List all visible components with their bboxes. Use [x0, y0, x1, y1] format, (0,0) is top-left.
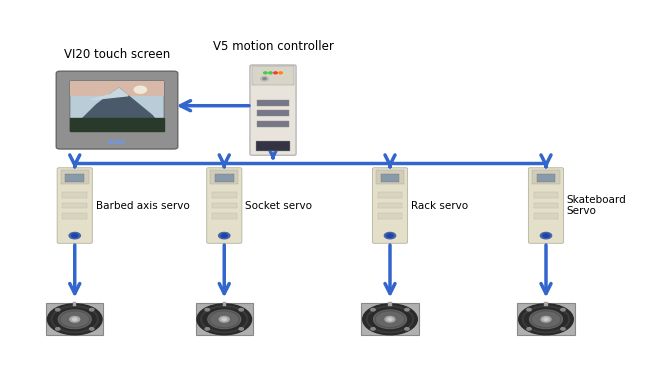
- FancyBboxPatch shape: [534, 203, 558, 208]
- Circle shape: [519, 304, 573, 335]
- Circle shape: [384, 232, 396, 239]
- Circle shape: [73, 318, 77, 320]
- FancyBboxPatch shape: [388, 302, 392, 306]
- Circle shape: [541, 316, 551, 322]
- Circle shape: [274, 72, 278, 74]
- FancyBboxPatch shape: [381, 174, 399, 182]
- FancyBboxPatch shape: [66, 174, 84, 182]
- Circle shape: [279, 72, 282, 74]
- FancyBboxPatch shape: [372, 168, 408, 243]
- FancyBboxPatch shape: [517, 303, 575, 335]
- Polygon shape: [70, 118, 164, 131]
- Circle shape: [263, 78, 266, 80]
- Circle shape: [269, 72, 272, 74]
- Circle shape: [239, 309, 243, 311]
- Circle shape: [90, 309, 94, 311]
- Circle shape: [264, 72, 267, 74]
- Text: Skateboard
Servo: Skateboard Servo: [567, 195, 627, 216]
- Circle shape: [374, 310, 406, 328]
- Circle shape: [208, 310, 240, 328]
- Circle shape: [58, 310, 91, 328]
- FancyBboxPatch shape: [257, 121, 289, 127]
- Circle shape: [197, 304, 252, 335]
- Circle shape: [543, 234, 549, 237]
- FancyBboxPatch shape: [212, 213, 237, 219]
- FancyBboxPatch shape: [378, 203, 402, 208]
- FancyBboxPatch shape: [212, 203, 237, 208]
- FancyBboxPatch shape: [62, 192, 87, 198]
- Text: Socket servo: Socket servo: [245, 200, 312, 211]
- FancyBboxPatch shape: [257, 110, 289, 116]
- FancyBboxPatch shape: [46, 303, 103, 335]
- FancyBboxPatch shape: [207, 168, 242, 243]
- Circle shape: [527, 309, 531, 311]
- Circle shape: [239, 328, 243, 330]
- FancyBboxPatch shape: [534, 192, 558, 198]
- FancyBboxPatch shape: [215, 174, 233, 182]
- Circle shape: [540, 232, 552, 239]
- FancyBboxPatch shape: [250, 65, 296, 155]
- Circle shape: [218, 232, 230, 239]
- FancyBboxPatch shape: [57, 168, 92, 243]
- FancyBboxPatch shape: [537, 174, 555, 182]
- FancyBboxPatch shape: [62, 213, 87, 219]
- FancyBboxPatch shape: [361, 303, 419, 335]
- Circle shape: [205, 328, 209, 330]
- Circle shape: [221, 234, 228, 237]
- Polygon shape: [91, 88, 128, 100]
- Text: V5 motion controller: V5 motion controller: [213, 40, 333, 53]
- Circle shape: [205, 309, 209, 311]
- FancyBboxPatch shape: [256, 141, 290, 152]
- Text: VI20 touch screen: VI20 touch screen: [64, 48, 170, 61]
- Circle shape: [388, 318, 392, 320]
- Circle shape: [134, 86, 146, 93]
- FancyBboxPatch shape: [56, 71, 177, 149]
- FancyBboxPatch shape: [210, 170, 239, 184]
- FancyBboxPatch shape: [532, 170, 560, 184]
- FancyBboxPatch shape: [62, 203, 87, 208]
- FancyBboxPatch shape: [70, 81, 164, 131]
- FancyBboxPatch shape: [376, 170, 404, 184]
- Circle shape: [56, 328, 60, 330]
- FancyBboxPatch shape: [534, 213, 558, 219]
- Circle shape: [405, 309, 409, 311]
- Text: Rack servo: Rack servo: [411, 200, 468, 211]
- FancyBboxPatch shape: [378, 192, 402, 198]
- FancyBboxPatch shape: [196, 303, 253, 335]
- FancyBboxPatch shape: [60, 170, 89, 184]
- FancyBboxPatch shape: [73, 302, 77, 306]
- FancyBboxPatch shape: [212, 192, 237, 198]
- FancyBboxPatch shape: [544, 302, 548, 306]
- Circle shape: [72, 234, 78, 237]
- Circle shape: [219, 316, 229, 322]
- Circle shape: [561, 309, 565, 311]
- FancyBboxPatch shape: [252, 66, 294, 86]
- Circle shape: [56, 309, 60, 311]
- Circle shape: [387, 234, 393, 237]
- Circle shape: [47, 304, 102, 335]
- Circle shape: [371, 328, 375, 330]
- FancyBboxPatch shape: [528, 168, 564, 243]
- FancyBboxPatch shape: [70, 81, 164, 96]
- FancyBboxPatch shape: [257, 99, 289, 106]
- Circle shape: [90, 328, 94, 330]
- Circle shape: [69, 232, 81, 239]
- Circle shape: [70, 316, 80, 322]
- Circle shape: [561, 328, 565, 330]
- FancyBboxPatch shape: [222, 302, 226, 306]
- Text: Barbed axis servo: Barbed axis servo: [96, 200, 189, 211]
- Circle shape: [527, 328, 531, 330]
- Circle shape: [261, 76, 268, 81]
- Text: VIXON: VIXON: [108, 139, 126, 145]
- Circle shape: [530, 310, 562, 328]
- Circle shape: [544, 318, 548, 320]
- Polygon shape: [70, 88, 164, 131]
- Circle shape: [222, 318, 226, 320]
- Circle shape: [371, 309, 375, 311]
- Circle shape: [363, 304, 417, 335]
- FancyBboxPatch shape: [378, 213, 402, 219]
- Circle shape: [385, 316, 395, 322]
- Circle shape: [405, 328, 409, 330]
